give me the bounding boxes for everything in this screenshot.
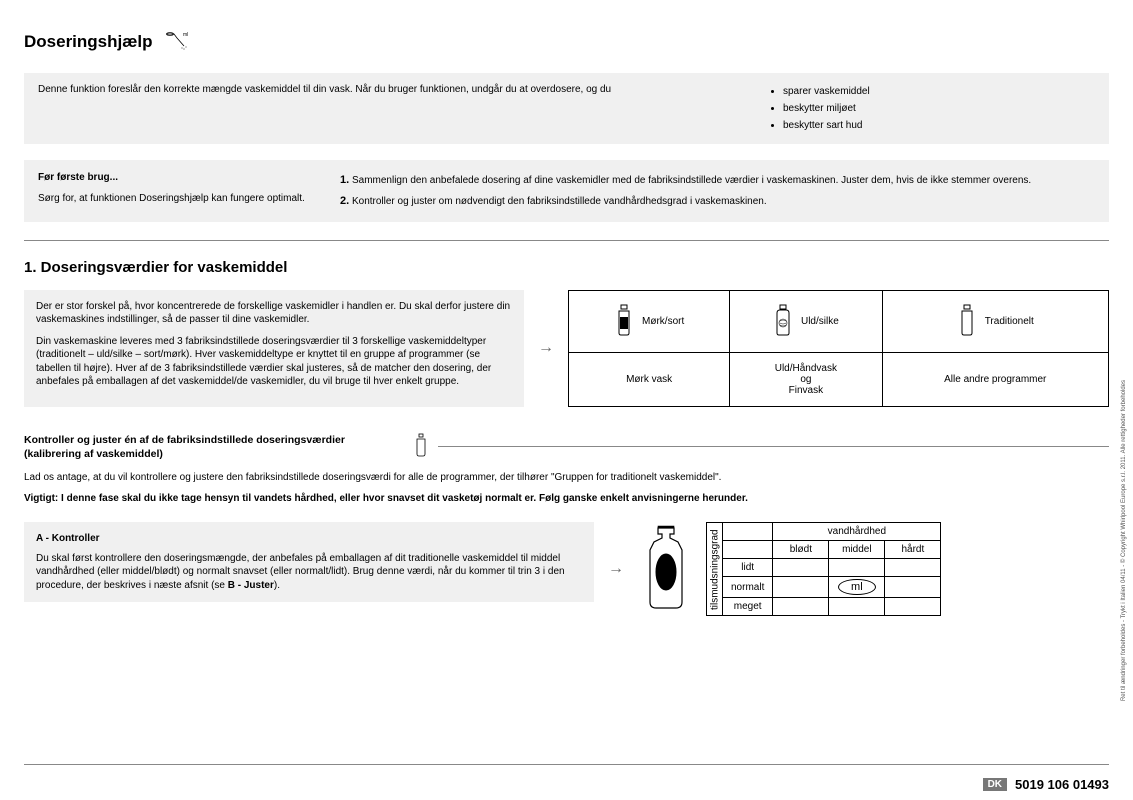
hardness-col: hårdt [885,541,941,559]
hardness-col: blødt [773,541,829,559]
intro-bullet: beskytter miljøet [783,100,1095,117]
det-label: Traditionelt [985,316,1034,327]
dosage-p2: Din vaskemaskine leveres med 3 fabriksin… [36,335,512,389]
ml-indicator: ml [838,579,876,595]
det-label: Uld/silke [801,316,839,327]
step-number: 1. [340,174,349,186]
arrow-right-icon: → [608,560,624,578]
important-label: Vigtigt: [24,493,58,504]
page-title: Doseringshjælp [24,32,152,52]
detergent-type-table: Mørk/sort Uld/silke Traditionelt Mørk va… [568,290,1109,407]
important-text: I denne fase skal du ikke tage hensyn ti… [58,493,748,504]
intro-box: Denne funktion foreslår den korrekte mæn… [24,73,1109,144]
dosage-p1: Der er stor forskel på, hvor koncentrere… [36,300,512,327]
det-group: Uld/Håndvask og Finvask [730,353,882,407]
copyright-text: Ret til ændringer forbeholdes - Trykt i … [1121,380,1127,701]
b-juster-ref: B - Juster [228,580,274,591]
intro-bullets: sparer vaskemiddel beskytter miljøet bes… [765,83,1095,134]
document-number: 5019 106 01493 [1015,777,1109,792]
detergent-bottle-large-icon [638,524,698,615]
water-hardness-table: tilsmudsningsgrad vandhårdhed blødt midd… [706,522,941,616]
before-subtitle: Sørg for, at funktionen Doseringshjælp k… [38,191,320,206]
wool-bottle-icon [773,303,793,340]
dosage-description: Der er stor forskel på, hvor koncentrere… [24,290,524,407]
a-body: Du skal først kontrollere den doseringsm… [36,553,565,591]
a-kontroller-box: A - Kontroller Du skal først kontrollere… [24,522,594,602]
divider [24,240,1109,241]
divider-line [438,446,1109,447]
svg-text:ml: ml [183,32,188,38]
det-group: Alle andre programmer [882,353,1109,407]
soil-row: normalt [723,577,773,598]
soil-row: meget [723,598,773,616]
country-badge: DK [983,778,1007,791]
hardness-col: middel [829,541,885,559]
step-text: Kontroller og juster om nødvendigt den f… [352,196,767,207]
footer: DK 5019 106 01493 [983,777,1109,792]
section-heading: 1. Doseringsværdier for vaskemiddel [24,259,1109,276]
a-body-end: ). [274,580,280,591]
footer-divider [24,764,1109,765]
hardness-header: vandhårdhed [773,523,941,541]
step-text: Sammenlign den anbefalede dosering af di… [352,175,1031,186]
det-label: Mørk/sort [642,316,684,327]
step-number: 2. [340,195,349,207]
before-first-use-box: Før første brug... Sørg for, at funktion… [24,160,1109,222]
arrow-right-icon: → [538,339,554,357]
bottle-icon [414,433,428,460]
calibration-subtitle: Kontroller og juster én af de fabriksind… [24,433,404,461]
a-title: A - Kontroller [36,532,582,546]
calibration-p1: Lad os antage, at du vil kontrollere og … [24,471,1109,486]
pour-icon: ml [164,28,192,55]
det-group: Mørk vask [569,353,730,407]
soil-row: lidt [723,559,773,577]
intro-bullet: beskytter sart hud [783,117,1095,134]
soiling-axis-label: tilsmudsningsgrad [707,523,723,616]
intro-text: Denne funktion foreslår den korrekte mæn… [38,83,725,134]
intro-bullet: sparer vaskemiddel [783,83,1095,100]
dark-bottle-icon [614,303,634,340]
before-title: Før første brug... [38,170,320,185]
traditional-bottle-icon [957,303,977,340]
